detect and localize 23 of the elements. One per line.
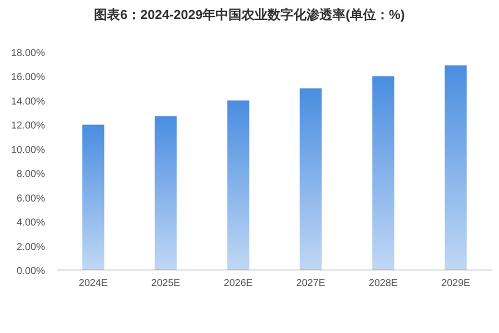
y-tick-label: 4.00%	[16, 218, 46, 229]
bar	[444, 65, 467, 270]
y-tick-label: 0.00%	[16, 266, 46, 277]
y-tick-label: 6.00%	[16, 193, 46, 204]
y-tick-label: 12.00%	[11, 120, 46, 132]
bar	[227, 100, 250, 270]
y-tick-label: 14.00%	[11, 96, 46, 108]
chart-title: 图表6：2024-2029年中国农业数字化渗透率(单位：%)	[94, 7, 405, 22]
x-tick-label: 2029E	[441, 278, 471, 289]
x-tick-label: 2024E	[78, 278, 108, 289]
x-tick-label: 2027E	[296, 278, 326, 289]
y-tick-label: 18.00%	[11, 48, 46, 59]
y-tick-label: 16.00%	[11, 72, 46, 84]
y-tick-label: 10.00%	[11, 144, 46, 156]
bar	[154, 116, 177, 270]
bar	[300, 88, 322, 270]
y-tick-label: 2.00%	[16, 242, 46, 253]
x-tick-label: 2026E	[224, 278, 254, 289]
x-tick-label: 2028E	[368, 278, 398, 289]
y-tick-label: 8.00%	[16, 169, 46, 180]
bar	[372, 76, 394, 270]
x-tick-label: 2025E	[151, 278, 181, 289]
bar	[82, 124, 104, 270]
